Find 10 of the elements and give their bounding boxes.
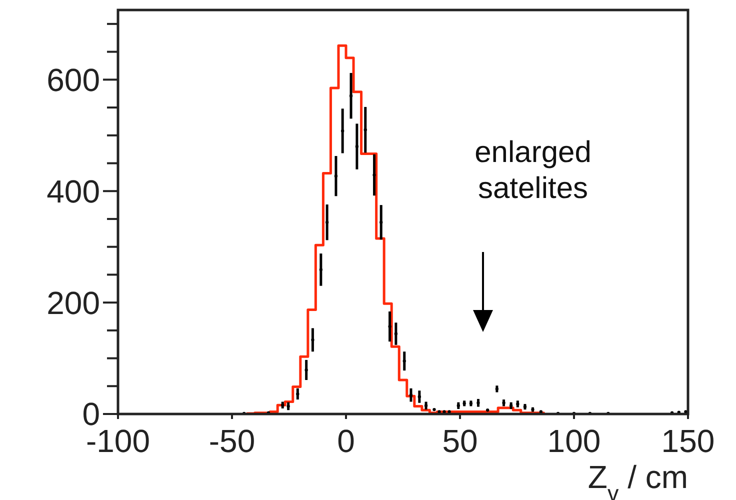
- annotation: enlarged satelites: [474, 136, 592, 205]
- x-tick-label: -50: [208, 423, 256, 459]
- x-tick-label: 0: [337, 423, 355, 459]
- x-tick-label: 150: [661, 423, 715, 459]
- x-tick-label: 50: [442, 423, 478, 459]
- x-tick-label: 100: [547, 423, 601, 459]
- y-tick-label: 600: [46, 62, 100, 98]
- y-tick-label: 200: [46, 284, 100, 321]
- y-tick-label: 400: [46, 173, 100, 210]
- y-tick-label: 0: [82, 396, 100, 432]
